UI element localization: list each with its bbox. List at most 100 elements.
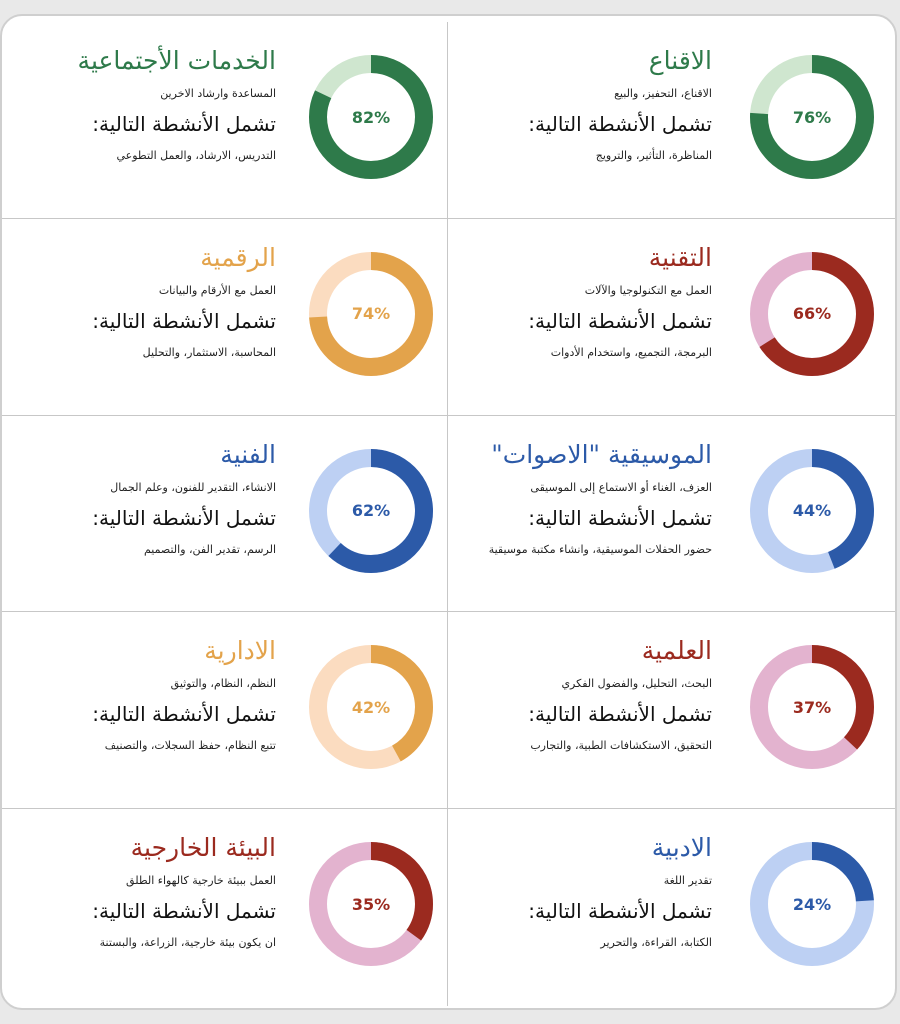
interest-grid: 82% الخدمات الأجتماعية المساعدة وارشاد ا…: [2, 22, 895, 1006]
donut-svg: [309, 251, 433, 376]
interest-cell-social: 82% الخدمات الأجتماعية المساعدة وارشاد ا…: [2, 22, 448, 219]
donut-svg: [750, 251, 874, 376]
activities-list: الكتابة، القراءة، والتحرير: [600, 936, 712, 950]
activities-heading: تشمل الأنشطة التالية:: [92, 112, 276, 136]
interest-description: تقدير اللغة: [663, 874, 712, 888]
activities-heading: تشمل الأنشطة التالية:: [92, 308, 276, 333]
activities-list: حضور الحفلات الموسيقية، وانشاء مكتبة موس…: [488, 542, 712, 556]
activities-list: ان يكون بيئة خارجية، الزراعة، والبستنة: [99, 936, 276, 950]
donut-chart: 24%: [747, 839, 877, 969]
donut-value-arc: [309, 645, 433, 770]
percent-label: 42%: [351, 697, 391, 717]
activities-list: تتبع النظام، حفظ السجلات، والتصنيف: [104, 739, 276, 753]
donut-chart: 66%: [747, 249, 877, 379]
donut-value-arc: [750, 251, 874, 376]
donut-svg: [750, 55, 874, 179]
donut-chart: 44%: [747, 446, 877, 576]
interest-description: العمل مع الأرقام والبيانات: [158, 283, 276, 297]
donut-value-arc: [750, 645, 874, 770]
interest-description: الانشاء، التقدير للفنون، وعلم الجمال: [110, 480, 276, 494]
donut-value-arc: [750, 842, 874, 967]
percent-label: 76%: [792, 107, 832, 127]
interest-cell-persuasion: 76% الاقناع الاقناع، التحفيز، والبيع تشم…: [448, 22, 895, 219]
interest-cell-artistic: 62% الفنية الانشاء، التقدير للفنون، وعلم…: [2, 415, 448, 613]
donut-svg: [750, 842, 874, 967]
activities-heading: تشمل الأنشطة التالية:: [92, 899, 276, 924]
activities-heading: تشمل الأنشطة التالية:: [92, 505, 276, 530]
interest-text: العلمية البحث، التحليل، والفضول الفكري ت…: [444, 634, 712, 758]
donut-svg: [309, 55, 433, 179]
interest-description: العزف، الغناء أو الاستماع إلى الموسيقى: [530, 480, 712, 494]
interest-text: التقنية العمل مع التكنولوجيا والآلات تشم…: [444, 241, 712, 365]
donut-value-arc: [309, 842, 433, 967]
activities-heading: تشمل الأنشطة التالية:: [528, 899, 712, 924]
interest-cell-outdoor: 35% البيئة الخارجية العمل ببيئة خارجية ك…: [2, 809, 448, 1006]
interest-text: الخدمات الأجتماعية المساعدة وارشاد الاخر…: [8, 44, 276, 168]
interest-text: الفنية الانشاء، التقدير للفنون، وعلم الج…: [8, 438, 276, 562]
activities-heading: تشمل الأنشطة التالية:: [528, 112, 712, 136]
percent-label: 74%: [351, 304, 391, 324]
donut-value-arc: [309, 448, 433, 573]
interest-description: الاقناع، التحفيز، والبيع: [614, 87, 712, 100]
activities-list: التحقيق، الاستكشافات الطبية، والتجارب: [530, 739, 712, 753]
interest-title: الفنية: [220, 439, 276, 469]
interest-text: الاقناع الاقناع، التحفيز، والبيع تشمل ال…: [444, 44, 712, 168]
activities-heading: تشمل الأنشطة التالية:: [528, 308, 712, 333]
interest-title: الاقناع: [648, 46, 712, 75]
donut-value-arc: [309, 55, 433, 179]
interest-description: المساعدة وارشاد الاخرين: [160, 87, 276, 100]
donut-chart: 35%: [306, 839, 436, 969]
interest-description: البحث، التحليل، والفضول الفكري: [561, 677, 712, 691]
activities-heading: تشمل الأنشطة التالية:: [528, 505, 712, 530]
donut-chart: 74%: [306, 249, 436, 379]
interest-title: الخدمات الأجتماعية: [77, 46, 276, 75]
activities-list: المحاسبة، الاستثمار، والتحليل: [142, 345, 276, 359]
donut-svg: [309, 448, 433, 573]
activities-list: المناظرة، التأثير، والترويج: [595, 149, 712, 162]
interest-text: الرقمية العمل مع الأرقام والبيانات تشمل …: [8, 241, 276, 365]
donut-value-arc: [750, 55, 874, 179]
interest-cell-literary: 24% الادبية تقدير اللغة تشمل الأنشطة الت…: [448, 809, 895, 1006]
donut-chart: 42%: [306, 642, 436, 772]
interest-title: الادارية: [204, 636, 276, 666]
donut-chart: 82%: [306, 52, 436, 182]
interest-title: الادبية: [651, 833, 712, 863]
interest-cell-musical: 44% الموسيقية "الاصوات" العزف، الغناء أو…: [448, 416, 895, 613]
percent-label: 82%: [351, 107, 391, 127]
donut-svg: [309, 645, 433, 770]
percent-label: 37%: [792, 697, 832, 717]
interest-cell-numeric: 74% الرقمية العمل مع الأرقام والبيانات ت…: [2, 218, 448, 416]
interest-text: الموسيقية "الاصوات" العزف، الغناء أو الا…: [444, 438, 712, 562]
interest-cell-scientific: 37% العلمية البحث، التحليل، والفضول الفك…: [448, 612, 895, 810]
interest-title: العلمية: [641, 636, 712, 666]
interest-title: الموسيقية "الاصوات": [491, 439, 712, 469]
interest-title: التقنية: [648, 242, 712, 272]
interest-text: الادبية تقدير اللغة تشمل الأنشطة التالية…: [444, 831, 712, 955]
activities-heading: تشمل الأنشطة التالية:: [528, 702, 712, 727]
percent-label: 62%: [351, 501, 391, 521]
interest-text: البيئة الخارجية العمل ببيئة خارجية كالهو…: [8, 831, 276, 955]
activities-list: التدريس، الارشاد، والعمل التطوعي: [116, 149, 276, 162]
donut-svg: [309, 842, 433, 967]
percent-label: 44%: [792, 501, 832, 521]
interest-description: النظم، النظام، والتوثيق: [170, 677, 276, 691]
percent-label: 35%: [351, 894, 391, 914]
percent-label: 24%: [792, 894, 832, 914]
interest-text: الادارية النظم، النظام، والتوثيق تشمل ال…: [8, 634, 276, 758]
interest-cell-clerical: 42% الادارية النظم، النظام، والتوثيق تشم…: [2, 612, 448, 810]
donut-value-arc: [309, 251, 433, 376]
activities-heading: تشمل الأنشطة التالية:: [92, 702, 276, 727]
interest-cell-technical: 66% التقنية العمل مع التكنولوجيا والآلات…: [448, 219, 895, 416]
donut-chart: 76%: [747, 52, 877, 182]
activities-list: الرسم، تقدير الفن، والتصميم: [143, 542, 276, 556]
interest-title: الرقمية: [200, 242, 276, 272]
interest-title: البيئة الخارجية: [130, 833, 276, 863]
donut-svg: [750, 645, 874, 770]
donut-chart: 37%: [747, 642, 877, 772]
interest-description: العمل ببيئة خارجية كالهواء الطلق: [126, 874, 276, 888]
activities-list: البرمجة، التجميع، واستخدام الأدوات: [550, 345, 712, 359]
donut-chart: 62%: [306, 446, 436, 576]
percent-label: 66%: [792, 304, 832, 324]
interests-card: 82% الخدمات الأجتماعية المساعدة وارشاد ا…: [0, 14, 897, 1010]
interest-description: العمل مع التكنولوجيا والآلات: [584, 283, 712, 297]
